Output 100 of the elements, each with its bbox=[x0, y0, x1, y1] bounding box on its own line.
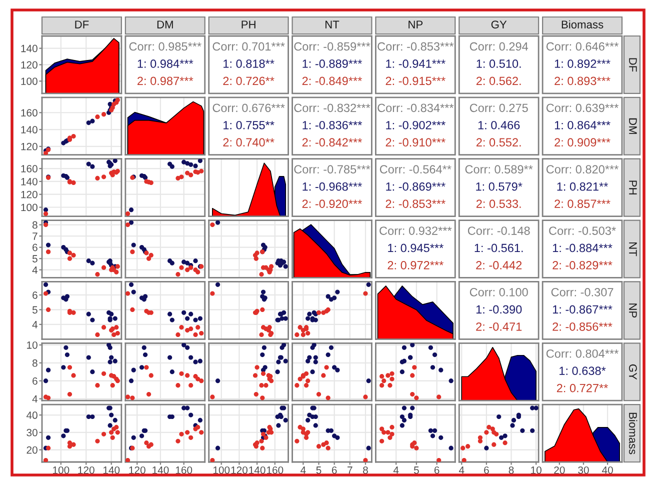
text: 2: 0.533. bbox=[476, 200, 521, 208]
y-tick-label: 140 bbox=[21, 178, 38, 186]
y-tick-label: 5 bbox=[32, 255, 38, 262]
y-tick-label: 160 bbox=[21, 165, 38, 172]
text: Corr: -0.148 bbox=[468, 226, 530, 235]
y-tick-label: 160 bbox=[21, 109, 38, 117]
x-tick-label: 100 bbox=[53, 466, 70, 474]
text: Corr: 0.589** bbox=[465, 165, 533, 174]
text: 2: 0.893*** bbox=[554, 76, 610, 86]
y-tick-label: 6 bbox=[32, 291, 38, 299]
text: 1: -0.561. bbox=[474, 244, 523, 252]
y2-axis-title: Biomass bbox=[629, 412, 638, 454]
y-tick-label: 140 bbox=[21, 126, 38, 134]
text: 2: 0.972*** bbox=[388, 261, 444, 270]
y-tick-label: 4 bbox=[32, 266, 38, 274]
x-tick-label: 40 bbox=[602, 466, 613, 474]
text: 2: 0.987*** bbox=[138, 76, 194, 86]
text: 1: -0.941*** bbox=[386, 60, 446, 68]
text: 1: 0.821** bbox=[557, 182, 608, 191]
text: Corr: 0.639*** bbox=[546, 104, 619, 112]
y-tick-label: 4 bbox=[32, 321, 38, 328]
x-tick-label: 4 bbox=[300, 466, 306, 474]
chart-title: PH bbox=[242, 20, 256, 28]
y2-axis-title: DM bbox=[629, 118, 637, 134]
text: 2: 0.727** bbox=[556, 384, 608, 392]
text: Corr: -0.503* bbox=[549, 226, 616, 235]
x-tick-label: 120 bbox=[231, 466, 248, 474]
x-tick-label: 120 bbox=[129, 466, 146, 474]
text: Corr: 0.985*** bbox=[129, 42, 202, 51]
text: Corr: 0.646*** bbox=[546, 42, 619, 51]
text: 2: -0.849*** bbox=[302, 76, 362, 86]
text: 2: -0.442 bbox=[476, 261, 522, 270]
text: Corr: 0.932*** bbox=[380, 226, 452, 235]
chart-title: DF bbox=[75, 20, 89, 28]
y2-axis-title: NT bbox=[629, 242, 637, 256]
y2-axis-title: PH bbox=[629, 180, 637, 194]
text: Corr: -0.859*** bbox=[294, 42, 370, 51]
x-tick-label: 120 bbox=[78, 466, 94, 474]
x-tick-label: 7 bbox=[348, 466, 352, 474]
y2-axis-title: GY bbox=[629, 364, 637, 380]
text: 2: -0.910*** bbox=[386, 138, 446, 147]
x-tick-label: 8 bbox=[363, 466, 368, 474]
text: 2: -0.915*** bbox=[386, 76, 446, 86]
text: 1: 0.818** bbox=[224, 60, 274, 68]
x-tick-label: 140 bbox=[103, 466, 120, 474]
y-tick-label: 30 bbox=[26, 428, 38, 436]
text: 1: -0.968*** bbox=[302, 182, 362, 191]
y-tick-label: 4 bbox=[32, 395, 38, 403]
text: Corr: -0.834*** bbox=[378, 104, 454, 112]
x-tick-label: 100 bbox=[213, 466, 230, 474]
x-tick-label: 4 bbox=[458, 466, 464, 474]
text: 1: 0.510. bbox=[476, 60, 521, 68]
text: Corr: 0.100 bbox=[470, 288, 528, 296]
text: Corr: 0.804*** bbox=[546, 349, 619, 358]
text: 1: 0.984*** bbox=[138, 60, 194, 68]
chart-title: DM bbox=[157, 20, 173, 28]
text: Corr: 0.676*** bbox=[212, 104, 285, 112]
text: 1: 0.755** bbox=[224, 120, 274, 130]
text: Corr: 0.275 bbox=[470, 104, 528, 112]
chart-title: Biomass bbox=[562, 20, 604, 28]
text: 2: 0.552. bbox=[476, 138, 521, 147]
text: 1: -0.902*** bbox=[386, 120, 446, 130]
y-tick-label: 100 bbox=[21, 78, 38, 85]
y-tick-label: 20 bbox=[26, 446, 38, 454]
text: 1: -0.884*** bbox=[552, 244, 612, 252]
text: 1: -0.867*** bbox=[552, 305, 612, 314]
y-tick-label: 5 bbox=[32, 306, 38, 314]
text: Corr: -0.785*** bbox=[294, 165, 370, 174]
text: Corr: -0.853*** bbox=[378, 42, 454, 51]
text: 2: -0.920*** bbox=[302, 200, 362, 208]
x-tick-label: 8 bbox=[508, 466, 514, 474]
text: 1: 0.638* bbox=[560, 366, 606, 376]
text: Corr: -0.832*** bbox=[294, 104, 370, 112]
y-tick-label: 10 bbox=[27, 341, 38, 349]
text: 2: -0.829*** bbox=[552, 261, 612, 270]
text: Corr: -0.564** bbox=[380, 165, 452, 174]
y-tick-label: 140 bbox=[21, 44, 38, 52]
y2-axis-title: DF bbox=[629, 58, 637, 72]
text: 1: -0.869*** bbox=[386, 182, 446, 191]
text: 2: -0.842*** bbox=[302, 138, 362, 147]
x-tick-label: 5 bbox=[316, 466, 322, 474]
text: Corr: 0.294 bbox=[470, 42, 528, 51]
text: 2: -0.471 bbox=[476, 322, 522, 331]
text: 2: 0.857*** bbox=[554, 200, 610, 208]
y-tick-label: 8 bbox=[32, 221, 38, 229]
text: 1: -0.889*** bbox=[302, 60, 362, 68]
y-tick-label: 100 bbox=[21, 204, 38, 212]
text: 2: 0.909*** bbox=[554, 138, 610, 147]
chart-title: NP bbox=[408, 20, 423, 28]
x-tick-label: 160 bbox=[176, 466, 192, 474]
text: 2: 0.740** bbox=[223, 138, 274, 147]
text: 1: 0.892*** bbox=[554, 60, 610, 68]
x-tick-label: 20 bbox=[554, 466, 565, 474]
y-tick-label: 6 bbox=[32, 377, 38, 385]
text: Corr: 0.701*** bbox=[212, 42, 285, 51]
x-tick-label: 140 bbox=[249, 466, 266, 474]
x-tick-label: 160 bbox=[267, 466, 284, 474]
x-tick-label: 6 bbox=[434, 466, 440, 474]
y-tick-label: 120 bbox=[21, 190, 38, 198]
y-tick-label: 6 bbox=[32, 244, 38, 252]
